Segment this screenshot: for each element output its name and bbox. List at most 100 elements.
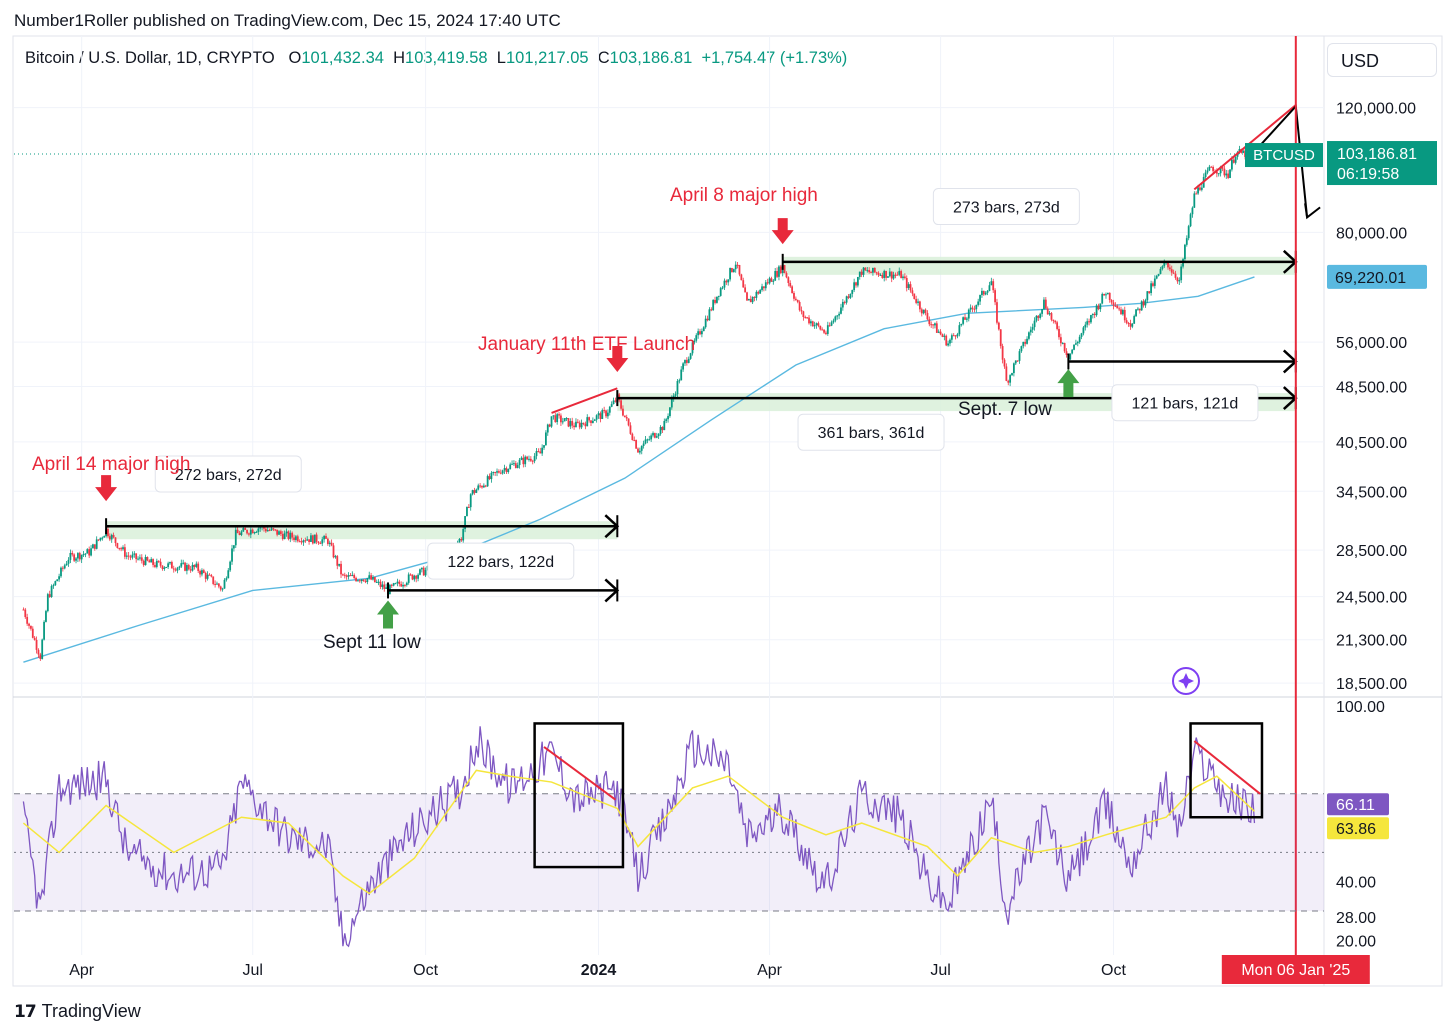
candle-body [742,280,745,288]
candle-body [1112,302,1115,306]
candle-body [178,566,181,568]
candle-body [580,422,583,428]
candle-body [894,274,897,276]
candle-body [947,343,950,346]
candle-body [1031,327,1034,330]
close-value: 103,186.81 [609,49,693,67]
candle-body [165,566,168,568]
candle-body [945,335,948,346]
candle-body [900,271,903,279]
candle-body [546,424,549,433]
low-value: 101,217.05 [505,49,589,67]
candle-body [210,575,213,577]
candle-body [986,290,989,293]
candle-body [879,274,882,276]
candle-body [366,578,369,582]
candle-body [1193,193,1196,208]
candle-body [917,301,919,303]
candle-body [298,541,301,543]
candle-body [650,435,653,440]
candle-body [1116,305,1119,309]
candle-body [1097,305,1100,310]
major-high-marker: April 14 major high [32,454,190,502]
x-tick-label: Apr [69,962,95,979]
candle-body [1103,293,1106,296]
close-label: C [597,49,610,67]
candle-body [1101,293,1104,304]
candle-body [693,340,696,343]
candle-body [554,415,557,423]
currency-button[interactable]: USD [1327,43,1437,77]
candle-body [223,579,226,589]
candle-body [1022,341,1025,347]
candle-body [482,485,485,488]
candle-body [319,543,322,545]
candle-body [116,543,119,548]
candle-body [152,559,154,565]
candle-body [860,271,863,275]
candle-body [182,562,185,564]
candle-body [383,584,386,589]
candle-body [302,540,305,543]
candle-body [355,577,357,582]
y-tick-label: 21,300.00 [1336,633,1407,650]
candle-body [415,575,418,579]
candle-body [69,552,72,560]
candle-body [77,553,79,559]
candle-body [1127,322,1130,324]
candle-body [1086,321,1089,325]
candle-body [990,281,993,286]
candle-body [1178,280,1181,282]
candle-body [804,317,807,319]
candle-body [558,414,560,416]
range-label-text: 272 bars, 272d [175,467,282,484]
candle-body [642,443,645,446]
candle-body [481,486,483,488]
major-high-marker: January 11th ETF Launch [478,334,695,373]
ai-icon-ring [1172,667,1200,695]
candle-body [398,581,401,585]
symbol-name[interactable]: Bitcoin / U.S. Dollar, 1D, CRYPTO [25,49,275,67]
open-value: 101,432.34 [301,49,384,67]
open-label: O [288,49,302,67]
candle-body [1161,266,1164,269]
candle-body [828,325,831,327]
candle-body [193,564,196,567]
candle-body [586,417,589,427]
candle-body [246,529,248,534]
ma-price-tag: 69,220.01 [1327,264,1427,289]
candle-body [26,617,29,624]
candle-body [172,568,175,570]
candle-body [719,288,722,296]
candle-body [469,494,472,508]
candle-body [1184,244,1186,260]
candle-body [60,567,62,577]
candle-body [411,574,414,580]
candle-body [240,531,243,535]
candle-body [644,439,647,444]
candle-body [740,274,743,281]
candle-body [992,281,995,291]
candle-body [623,415,626,417]
candle-body [734,264,737,270]
candle-body [941,334,944,337]
candle-body [949,339,951,344]
ai-assistant-icon[interactable] [1172,667,1200,695]
candle-body [80,554,83,560]
candle-body [856,276,859,286]
candle-body [633,440,636,442]
candle-body [353,574,356,578]
candle-body [336,556,339,566]
candle-body [155,560,158,567]
candle-body [187,565,190,570]
candle-body [118,547,121,549]
candle-body [646,439,649,441]
candle-body [823,329,825,333]
candle-body [903,276,906,279]
candle-body [937,331,940,333]
rsi-tag-bg [1327,793,1389,816]
range-label-box [932,188,1080,226]
ai-icon-star [1178,673,1194,689]
annotation-text: April 14 major high [32,454,190,475]
